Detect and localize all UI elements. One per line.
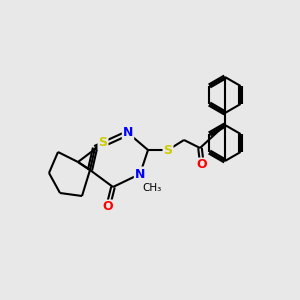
Text: CH₃: CH₃ — [142, 183, 162, 193]
Text: O: O — [103, 200, 113, 214]
Text: S: S — [98, 136, 107, 149]
Text: N: N — [135, 167, 145, 181]
Text: S: S — [164, 143, 172, 157]
Text: N: N — [123, 127, 133, 140]
Text: O: O — [197, 158, 207, 172]
